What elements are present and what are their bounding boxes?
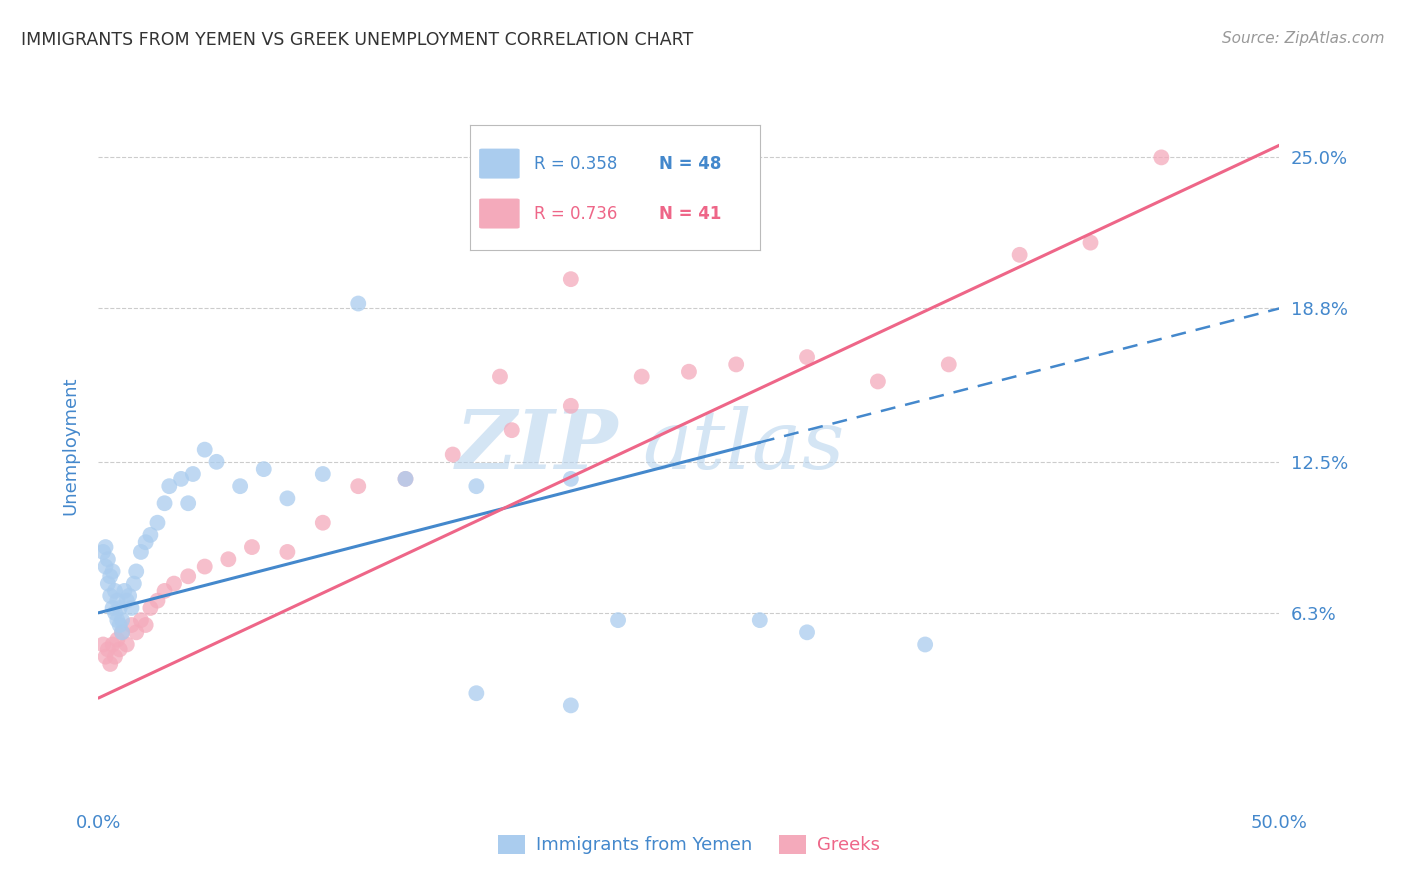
Point <box>240 540 263 554</box>
Point <box>139 601 162 615</box>
Point <box>115 593 138 607</box>
Point <box>205 455 228 469</box>
Point <box>135 618 157 632</box>
Point <box>938 358 960 372</box>
Point <box>139 528 162 542</box>
Point <box>111 613 134 627</box>
Point <box>101 565 124 579</box>
Point <box>135 535 157 549</box>
Point <box>560 399 582 413</box>
Point <box>121 601 143 615</box>
Point <box>441 448 464 462</box>
Point <box>347 479 370 493</box>
Point <box>129 545 152 559</box>
Point <box>105 632 128 647</box>
Point <box>163 576 186 591</box>
Point <box>465 479 488 493</box>
Point <box>125 625 148 640</box>
Point <box>101 638 124 652</box>
Point <box>181 467 204 481</box>
Point <box>312 516 335 530</box>
Point <box>108 601 131 615</box>
Point <box>115 638 138 652</box>
Legend: Immigrants from Yemen, Greeks: Immigrants from Yemen, Greeks <box>491 828 887 862</box>
Point <box>121 618 143 632</box>
Point <box>146 593 169 607</box>
Point <box>914 638 936 652</box>
Point <box>312 467 335 481</box>
Point <box>98 657 121 671</box>
Text: ZIP: ZIP <box>456 406 619 486</box>
Point <box>194 442 217 457</box>
Point <box>104 649 127 664</box>
Point <box>108 618 131 632</box>
Point <box>98 589 121 603</box>
Point <box>153 496 176 510</box>
Point <box>111 625 134 640</box>
Point <box>253 462 276 476</box>
Point <box>276 545 298 559</box>
Point <box>122 576 145 591</box>
Point <box>347 296 370 310</box>
Point <box>94 649 117 664</box>
Point <box>678 365 700 379</box>
Point <box>157 479 180 493</box>
Point <box>91 638 114 652</box>
Point <box>501 423 523 437</box>
Point <box>748 613 770 627</box>
Point <box>229 479 252 493</box>
Y-axis label: Unemployment: Unemployment <box>62 376 80 516</box>
Text: atlas: atlas <box>641 406 844 486</box>
Point <box>217 552 239 566</box>
Point <box>94 559 117 574</box>
Point <box>104 583 127 598</box>
Point <box>98 569 121 583</box>
Point <box>1080 235 1102 250</box>
Point <box>111 625 134 640</box>
Point <box>105 593 128 607</box>
Point <box>560 472 582 486</box>
Point <box>654 223 676 237</box>
Text: Source: ZipAtlas.com: Source: ZipAtlas.com <box>1222 31 1385 46</box>
Point <box>101 601 124 615</box>
Point <box>94 540 117 554</box>
Point <box>194 559 217 574</box>
Text: IMMIGRANTS FROM YEMEN VS GREEK UNEMPLOYMENT CORRELATION CHART: IMMIGRANTS FROM YEMEN VS GREEK UNEMPLOYM… <box>21 31 693 49</box>
Point <box>108 642 131 657</box>
Point <box>97 576 120 591</box>
Point <box>105 613 128 627</box>
Point <box>489 369 512 384</box>
Point <box>630 369 652 384</box>
Point <box>560 272 582 286</box>
Point <box>276 491 298 506</box>
Point <box>112 583 135 598</box>
Point <box>170 472 193 486</box>
Point <box>97 552 120 566</box>
Point <box>866 375 889 389</box>
Point <box>97 642 120 657</box>
Point <box>607 613 630 627</box>
Point <box>725 358 748 372</box>
Point <box>118 589 141 603</box>
Point <box>104 606 127 620</box>
Point <box>91 545 114 559</box>
Point <box>146 516 169 530</box>
Point <box>177 496 200 510</box>
Point <box>560 698 582 713</box>
Point <box>177 569 200 583</box>
Point <box>129 613 152 627</box>
Point <box>125 565 148 579</box>
Point <box>1008 248 1031 262</box>
Point <box>394 472 416 486</box>
Point <box>796 625 818 640</box>
Point <box>1150 150 1173 164</box>
Point <box>394 472 416 486</box>
Point <box>796 350 818 364</box>
Point <box>465 686 488 700</box>
Point <box>153 583 176 598</box>
